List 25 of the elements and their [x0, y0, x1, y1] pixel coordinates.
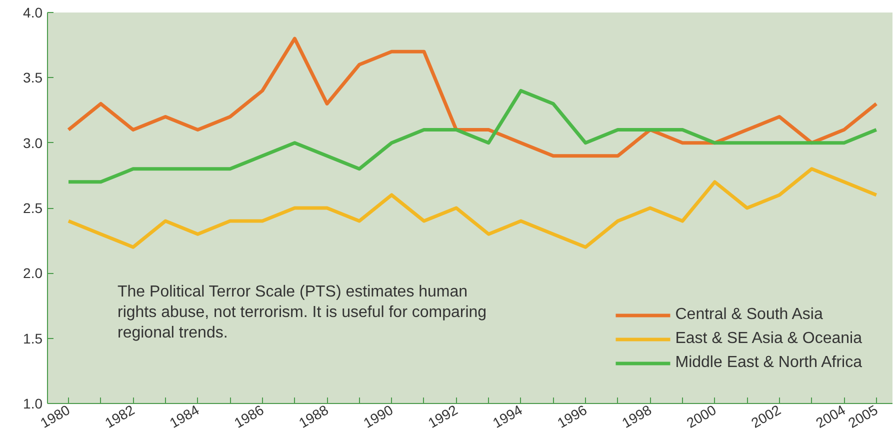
annotation: The Political Terror Scale (PTS) estimates human rights abuse, not terrorism. It is useful for comparing regional trends.	[118, 284, 487, 342]
line-series	[66, 88, 878, 184]
x-tick-label: 1992	[425, 401, 460, 431]
line-series	[66, 167, 878, 249]
y-tick-label: 2.0	[23, 265, 43, 282]
y-tick-label: 1.5	[23, 330, 43, 346]
x-tick-label: 1994	[490, 401, 526, 431]
x-tick-label: 1984	[166, 401, 202, 431]
line-series	[66, 36, 878, 158]
x-tick-label: 1996	[554, 401, 590, 431]
legend-label: Central & South Asia	[675, 306, 823, 324]
y-tick-label: 3.0	[23, 134, 43, 151]
legend-label: Middle East & North Africa	[675, 354, 862, 372]
x-tick-label: 1986	[231, 401, 267, 431]
x-tick-label: 2000	[684, 401, 719, 431]
y-tick-label: 4.0	[23, 4, 43, 20]
legend-label: East & SE Asia & Oceania	[675, 330, 862, 348]
y-tick-label: 2.5	[23, 200, 43, 216]
x-tick-label: 1982	[102, 401, 138, 431]
x-tick-label: 1998	[619, 401, 654, 431]
x-tick-label: 2002	[748, 401, 784, 431]
y-tick-label: 3.5	[23, 70, 43, 86]
x-tick-label: 1990	[360, 401, 396, 431]
y-tick-label: 1.0	[23, 396, 43, 412]
x-tick-label: 1988	[296, 401, 332, 431]
